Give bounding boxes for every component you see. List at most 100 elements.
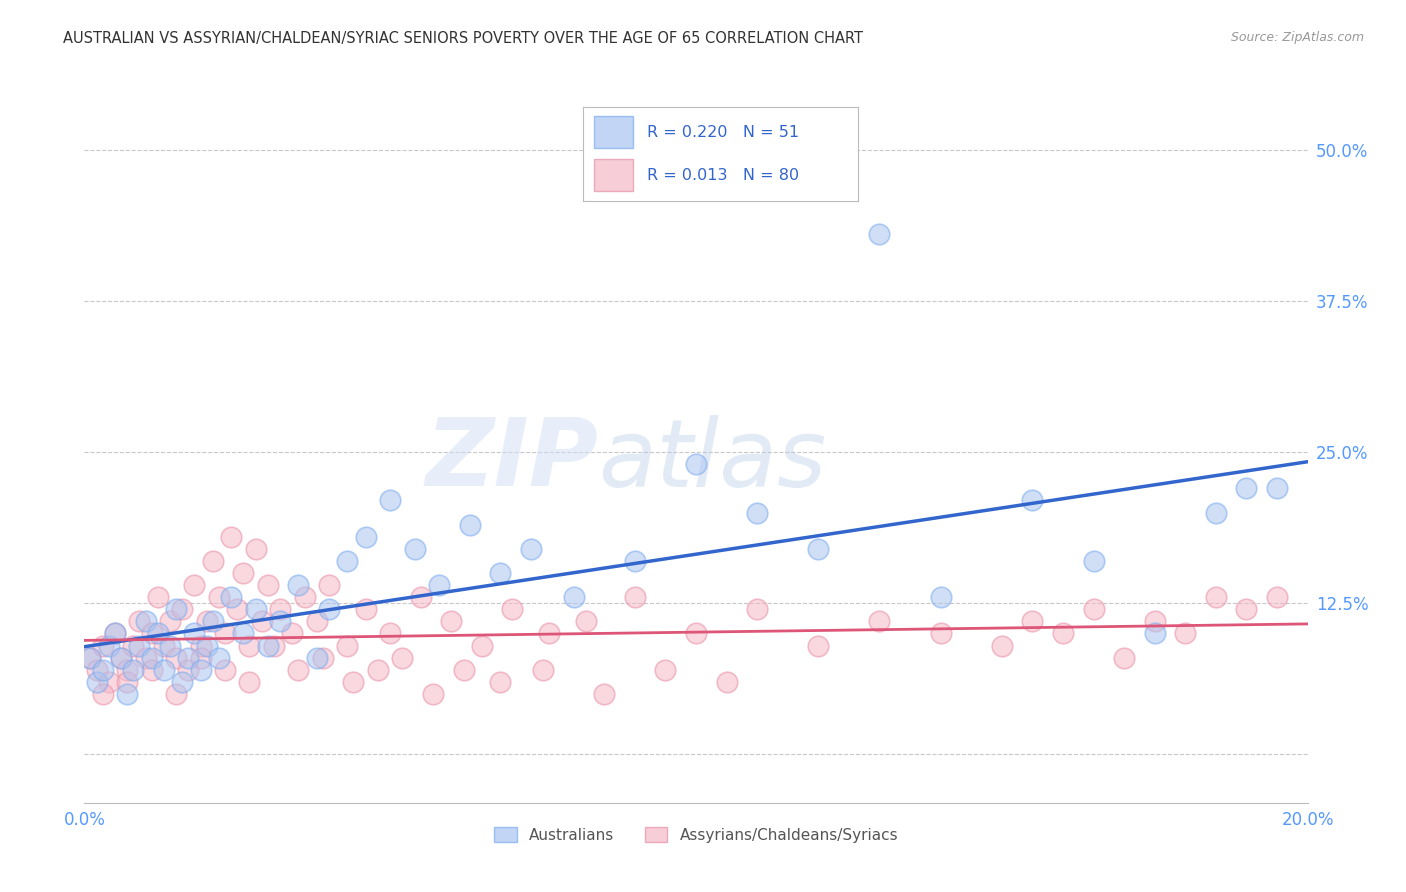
Point xyxy=(747,602,769,616)
Point xyxy=(269,602,291,616)
Point xyxy=(380,626,402,640)
Point xyxy=(575,615,598,629)
Point xyxy=(287,578,309,592)
Point xyxy=(391,650,413,665)
Point xyxy=(190,639,212,653)
Point xyxy=(165,687,187,701)
Point xyxy=(747,506,769,520)
Point xyxy=(214,626,236,640)
Point xyxy=(219,590,242,604)
Legend: Australians, Assyrians/Chaldeans/Syriacs: Australians, Assyrians/Chaldeans/Syriacs xyxy=(488,821,904,848)
Point xyxy=(219,530,242,544)
Point xyxy=(929,590,952,604)
Text: ZIP: ZIP xyxy=(425,414,598,507)
Point xyxy=(97,674,120,689)
Point xyxy=(929,626,952,640)
Point xyxy=(807,639,830,653)
Point xyxy=(201,615,224,629)
Point xyxy=(269,615,291,629)
Point xyxy=(177,663,200,677)
Point xyxy=(110,650,132,665)
Point xyxy=(250,615,273,629)
Point xyxy=(190,663,212,677)
FancyBboxPatch shape xyxy=(595,160,633,191)
Point xyxy=(86,674,108,689)
Point xyxy=(1114,650,1136,665)
Point xyxy=(869,615,891,629)
Point xyxy=(146,590,169,604)
Point xyxy=(91,687,114,701)
Point xyxy=(201,554,224,568)
Point xyxy=(318,602,340,616)
Text: AUSTRALIAN VS ASSYRIAN/CHALDEAN/SYRIAC SENIORS POVERTY OVER THE AGE OF 65 CORREL: AUSTRALIAN VS ASSYRIAN/CHALDEAN/SYRIAC S… xyxy=(63,31,863,46)
Point xyxy=(1205,506,1227,520)
Point xyxy=(1205,590,1227,604)
Point xyxy=(471,639,494,653)
Point xyxy=(232,566,254,580)
Point xyxy=(1021,615,1043,629)
Point xyxy=(122,639,145,653)
Point xyxy=(1021,493,1043,508)
Point xyxy=(1265,481,1288,495)
Point xyxy=(110,650,132,665)
Point xyxy=(165,602,187,616)
Point xyxy=(458,517,481,532)
Point xyxy=(869,227,891,242)
Point xyxy=(86,663,108,677)
Point xyxy=(226,602,249,616)
Point xyxy=(1174,626,1197,640)
Point xyxy=(172,674,194,689)
Point xyxy=(1143,615,1166,629)
Point xyxy=(453,663,475,677)
Point xyxy=(190,650,212,665)
Point xyxy=(128,615,150,629)
Point xyxy=(593,687,616,701)
Point xyxy=(177,650,200,665)
Point xyxy=(141,650,163,665)
Point xyxy=(141,626,163,640)
Point xyxy=(153,663,176,677)
Text: R = 0.220   N = 51: R = 0.220 N = 51 xyxy=(647,125,799,140)
Point xyxy=(159,639,181,653)
Point xyxy=(245,541,267,556)
Point xyxy=(141,663,163,677)
Point xyxy=(115,674,138,689)
Point xyxy=(318,578,340,592)
Point xyxy=(172,602,194,616)
Point xyxy=(208,650,231,665)
Point xyxy=(654,663,676,677)
Point xyxy=(208,590,231,604)
Point xyxy=(79,650,101,665)
Point xyxy=(294,590,316,604)
Point xyxy=(422,687,444,701)
Point xyxy=(624,590,647,604)
Point xyxy=(1052,626,1074,640)
Point xyxy=(104,626,127,640)
Point xyxy=(245,602,267,616)
Point xyxy=(807,541,830,556)
Point xyxy=(257,578,280,592)
Point xyxy=(263,639,285,653)
Point xyxy=(135,615,157,629)
Point xyxy=(238,674,260,689)
Point xyxy=(91,639,114,653)
Point xyxy=(489,674,512,689)
Point xyxy=(238,639,260,653)
Point xyxy=(195,639,218,653)
Point xyxy=(287,663,309,677)
Point xyxy=(991,639,1014,653)
Point xyxy=(336,639,359,653)
Point xyxy=(1143,626,1166,640)
Text: atlas: atlas xyxy=(598,415,827,506)
Point xyxy=(135,650,157,665)
Point xyxy=(104,626,127,640)
Point xyxy=(159,615,181,629)
FancyBboxPatch shape xyxy=(595,116,633,148)
Point xyxy=(281,626,304,640)
Point xyxy=(128,639,150,653)
Point xyxy=(342,674,364,689)
Point xyxy=(427,578,450,592)
Point xyxy=(502,602,524,616)
Point xyxy=(1083,554,1105,568)
Point xyxy=(367,663,389,677)
